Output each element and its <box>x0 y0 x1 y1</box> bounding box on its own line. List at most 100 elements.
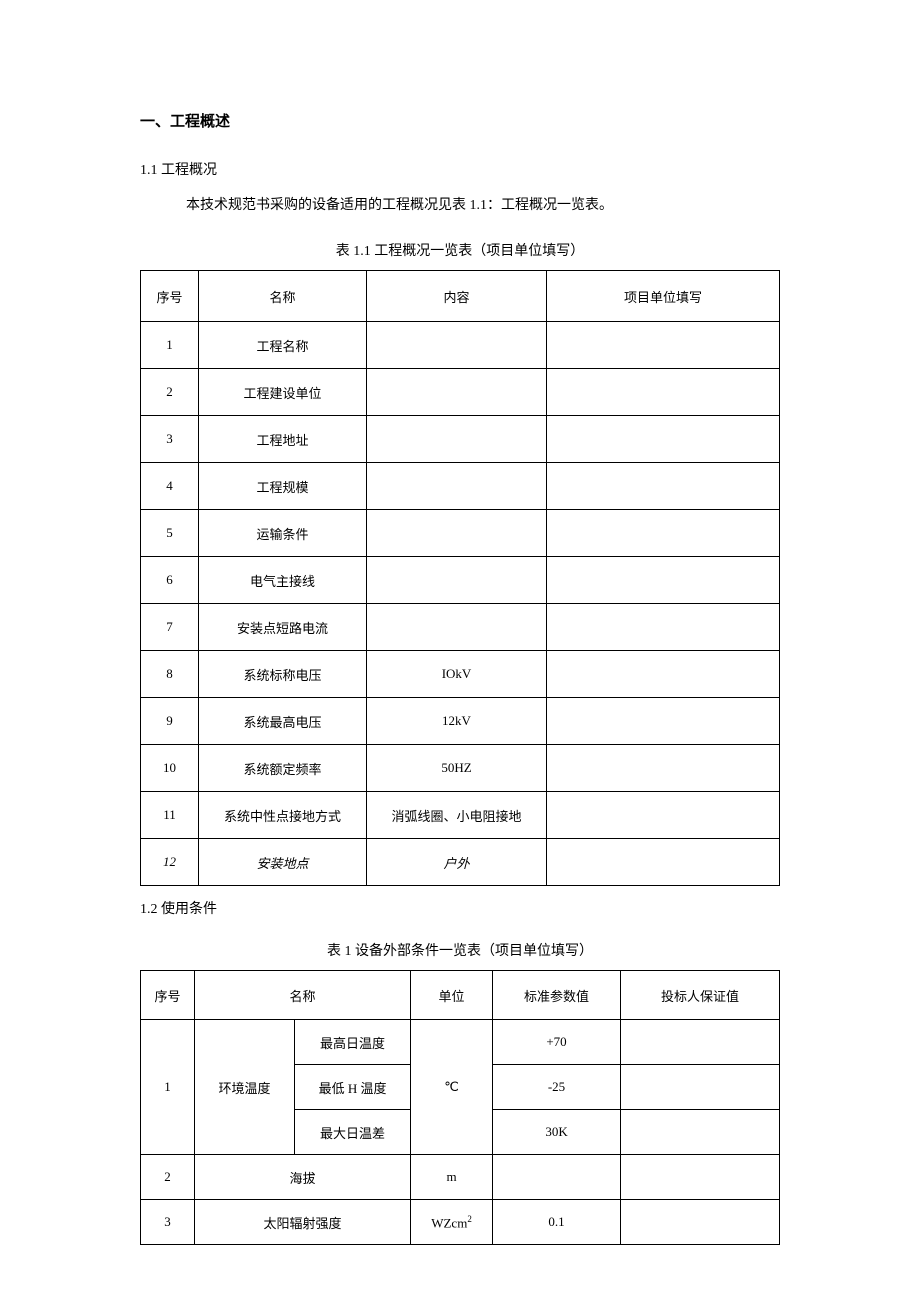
cell-sub-label: 最低 H 温度 <box>295 1065 411 1110</box>
cell-seq: 10 <box>141 745 199 792</box>
table-row: 5 运输条件 <box>141 510 780 557</box>
table-row: 2 工程建设单位 <box>141 369 780 416</box>
col-header-guar: 投标人保证值 <box>621 971 780 1020</box>
cell-seq: 1 <box>141 322 199 369</box>
cell-content <box>367 369 547 416</box>
table-row: 3 工程地址 <box>141 416 780 463</box>
cell-seq: 2 <box>141 1155 195 1200</box>
cell-guar <box>621 1155 780 1200</box>
cell-name: 工程地址 <box>199 416 367 463</box>
table-row: 3 太阳辐射强度 WZcm2 0.1 <box>141 1200 780 1245</box>
table-row: 1 工程名称 <box>141 322 780 369</box>
cell-std <box>493 1155 621 1200</box>
cell-seq: 11 <box>141 792 199 839</box>
table-row: 10 系统额定频率 50HZ <box>141 745 780 792</box>
table-2: 序号 名称 单位 标准参数值 投标人保证值 1 环境温度 最高日温度 ℃ +70… <box>140 970 780 1245</box>
cell-content <box>367 510 547 557</box>
col-header-seq: 序号 <box>141 971 195 1020</box>
cell-seq: 8 <box>141 651 199 698</box>
cell-guar <box>621 1110 780 1155</box>
cell-fill <box>547 839 780 886</box>
table-row: 6 电气主接线 <box>141 557 780 604</box>
cell-seq: 4 <box>141 463 199 510</box>
cell-seq: 5 <box>141 510 199 557</box>
col-header-name: 名称 <box>195 971 411 1020</box>
cell-guar <box>621 1065 780 1110</box>
col-header-std: 标准参数值 <box>493 971 621 1020</box>
cell-name: 工程规模 <box>199 463 367 510</box>
unit-prefix: WZcm <box>431 1215 467 1230</box>
cell-content <box>367 557 547 604</box>
section-heading: 一、工程概述 <box>140 110 780 131</box>
cell-content: 户外 <box>367 839 547 886</box>
cell-seq: 9 <box>141 698 199 745</box>
cell-name: 太阳辐射强度 <box>195 1200 411 1245</box>
unit-superscript: 2 <box>467 1214 472 1224</box>
cell-std: 30K <box>493 1110 621 1155</box>
table-1: 序号 名称 内容 项目单位填写 1 工程名称 2 工程建设单位 3 工程地址 <box>140 270 780 886</box>
cell-content <box>367 463 547 510</box>
cell-seq: 3 <box>141 1200 195 1245</box>
cell-fill <box>547 463 780 510</box>
cell-fill <box>547 792 780 839</box>
cell-fill <box>547 745 780 792</box>
cell-name-group: 环境温度 <box>195 1020 295 1155</box>
cell-name: 安装点短路电流 <box>199 604 367 651</box>
cell-guar <box>621 1200 780 1245</box>
cell-content: 消弧线圈、小电阻接地 <box>367 792 547 839</box>
cell-name: 海拔 <box>195 1155 411 1200</box>
col-header-content: 内容 <box>367 271 547 322</box>
cell-content <box>367 322 547 369</box>
cell-name: 运输条件 <box>199 510 367 557</box>
cell-seq: 3 <box>141 416 199 463</box>
cell-fill <box>547 510 780 557</box>
cell-name: 电气主接线 <box>199 557 367 604</box>
cell-name: 工程建设单位 <box>199 369 367 416</box>
cell-name: 系统额定频率 <box>199 745 367 792</box>
cell-seq: 12 <box>141 839 199 886</box>
table-row: 9 系统最高电压 12kV <box>141 698 780 745</box>
cell-sub-label: 最高日温度 <box>295 1020 411 1065</box>
cell-content: 50HZ <box>367 745 547 792</box>
cell-unit: WZcm2 <box>411 1200 493 1245</box>
cell-std: 0.1 <box>493 1200 621 1245</box>
section-1-1-number: 1.1 工程概况 <box>140 159 780 179</box>
cell-name: 工程名称 <box>199 322 367 369</box>
col-header-unit: 单位 <box>411 971 493 1020</box>
cell-unit: m <box>411 1155 493 1200</box>
section-1-2-number: 1.2 使用条件 <box>140 898 780 918</box>
cell-std: -25 <box>493 1065 621 1110</box>
table-row: 序号 名称 内容 项目单位填写 <box>141 271 780 322</box>
cell-fill <box>547 651 780 698</box>
col-header-name: 名称 <box>199 271 367 322</box>
cell-name: 系统中性点接地方式 <box>199 792 367 839</box>
table-row: 4 工程规模 <box>141 463 780 510</box>
cell-seq: 2 <box>141 369 199 416</box>
cell-content: IOkV <box>367 651 547 698</box>
cell-fill <box>547 557 780 604</box>
table-row: 12 安装地点 户外 <box>141 839 780 886</box>
table-row: 2 海拔 m <box>141 1155 780 1200</box>
table-row: 序号 名称 单位 标准参数值 投标人保证值 <box>141 971 780 1020</box>
cell-seq: 6 <box>141 557 199 604</box>
cell-fill <box>547 698 780 745</box>
cell-std: +70 <box>493 1020 621 1065</box>
cell-unit: ℃ <box>411 1020 493 1155</box>
cell-sub-label: 最大日温差 <box>295 1110 411 1155</box>
table-row: 1 环境温度 最高日温度 ℃ +70 <box>141 1020 780 1065</box>
cell-name: 安装地点 <box>199 839 367 886</box>
table-row: 11 系统中性点接地方式 消弧线圈、小电阻接地 <box>141 792 780 839</box>
col-header-seq: 序号 <box>141 271 199 322</box>
table-row: 7 安装点短路电流 <box>141 604 780 651</box>
cell-seq: 1 <box>141 1020 195 1155</box>
table-1-caption: 表 1.1 工程概况一览表（项目单位填写） <box>140 240 780 260</box>
cell-fill <box>547 416 780 463</box>
cell-guar <box>621 1020 780 1065</box>
cell-fill <box>547 369 780 416</box>
cell-content: 12kV <box>367 698 547 745</box>
cell-fill <box>547 322 780 369</box>
section-1-1-body: 本技术规范书采购的设备适用的工程概况见表 1.1：工程概况一览表。 <box>186 193 780 218</box>
document-page: 一、工程概述 1.1 工程概况 本技术规范书采购的设备适用的工程概况见表 1.1… <box>0 0 920 1305</box>
table-row: 8 系统标称电压 IOkV <box>141 651 780 698</box>
col-header-fill: 项目单位填写 <box>547 271 780 322</box>
